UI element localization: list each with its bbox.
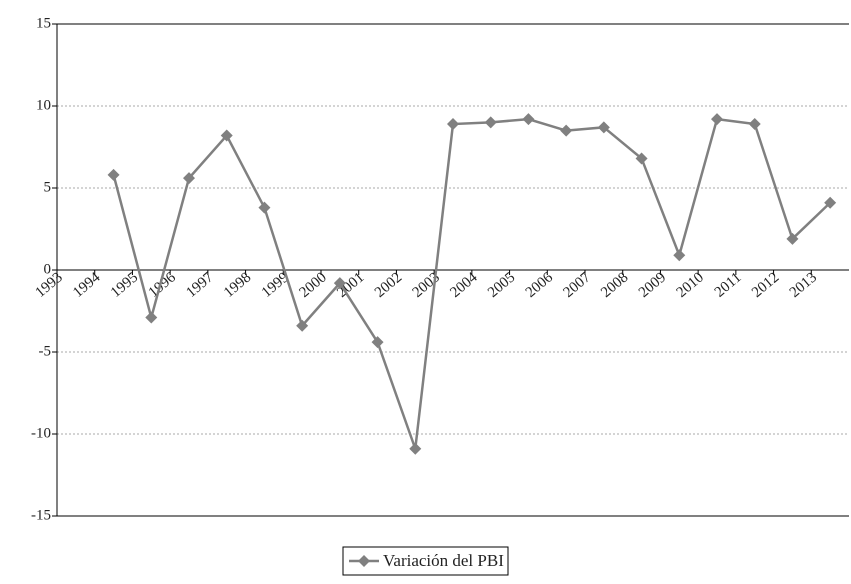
marker: [296, 319, 309, 332]
x-tick-label: 2005: [485, 269, 518, 301]
y-tick-label: -5: [39, 343, 52, 359]
marker: [447, 118, 459, 131]
marker: [560, 124, 573, 137]
x-tick-label: 2003: [410, 269, 443, 301]
marker: [748, 118, 761, 131]
x-tick-label: 2012: [749, 269, 782, 301]
y-tick-label: 0: [44, 261, 52, 277]
x-tick-label: 1998: [221, 269, 254, 301]
marker: [333, 277, 346, 290]
x-tick-label: 2009: [636, 269, 669, 301]
x-tick-label: 2006: [523, 269, 557, 301]
marker: [711, 113, 723, 126]
x-tick-label: 2004: [447, 269, 481, 301]
y-tick-label: 15: [36, 15, 51, 31]
series-line: [112, 117, 832, 450]
marker: [409, 442, 422, 455]
marker: [824, 196, 837, 209]
x-tick-label: 2002: [372, 269, 405, 301]
x-tick-label: 1997: [183, 269, 217, 301]
x-tick-label: 2007: [561, 269, 595, 301]
x-tick-label: 2000: [297, 269, 330, 301]
legend-label: Variación del PBI: [383, 551, 504, 570]
y-tick-label: 5: [44, 179, 52, 195]
x-tick-label: 1993: [33, 269, 66, 301]
x-tick-label: 2013: [787, 269, 820, 301]
x-tick-label: 1995: [108, 269, 141, 301]
x-tick-label: 2011: [712, 269, 745, 300]
marker: [145, 311, 158, 324]
marker: [258, 201, 271, 214]
x-tick-label: 2010: [674, 269, 707, 301]
x-tick-label: 2008: [598, 269, 631, 301]
marker: [183, 172, 195, 185]
y-tick-label: 10: [36, 97, 51, 113]
marker: [673, 249, 686, 262]
marker: [597, 121, 610, 134]
x-tick-label: 1999: [259, 269, 292, 301]
marker: [371, 336, 384, 349]
marker: [786, 232, 799, 245]
y-tick-label: -15: [31, 507, 51, 523]
x-tick-label: 1994: [70, 269, 104, 301]
marker: [220, 129, 233, 142]
marker: [107, 168, 120, 181]
marker: [635, 152, 648, 165]
marker: [484, 116, 497, 129]
y-tick-label: -10: [31, 425, 51, 441]
marker: [522, 113, 535, 126]
legend-marker: [358, 555, 370, 567]
